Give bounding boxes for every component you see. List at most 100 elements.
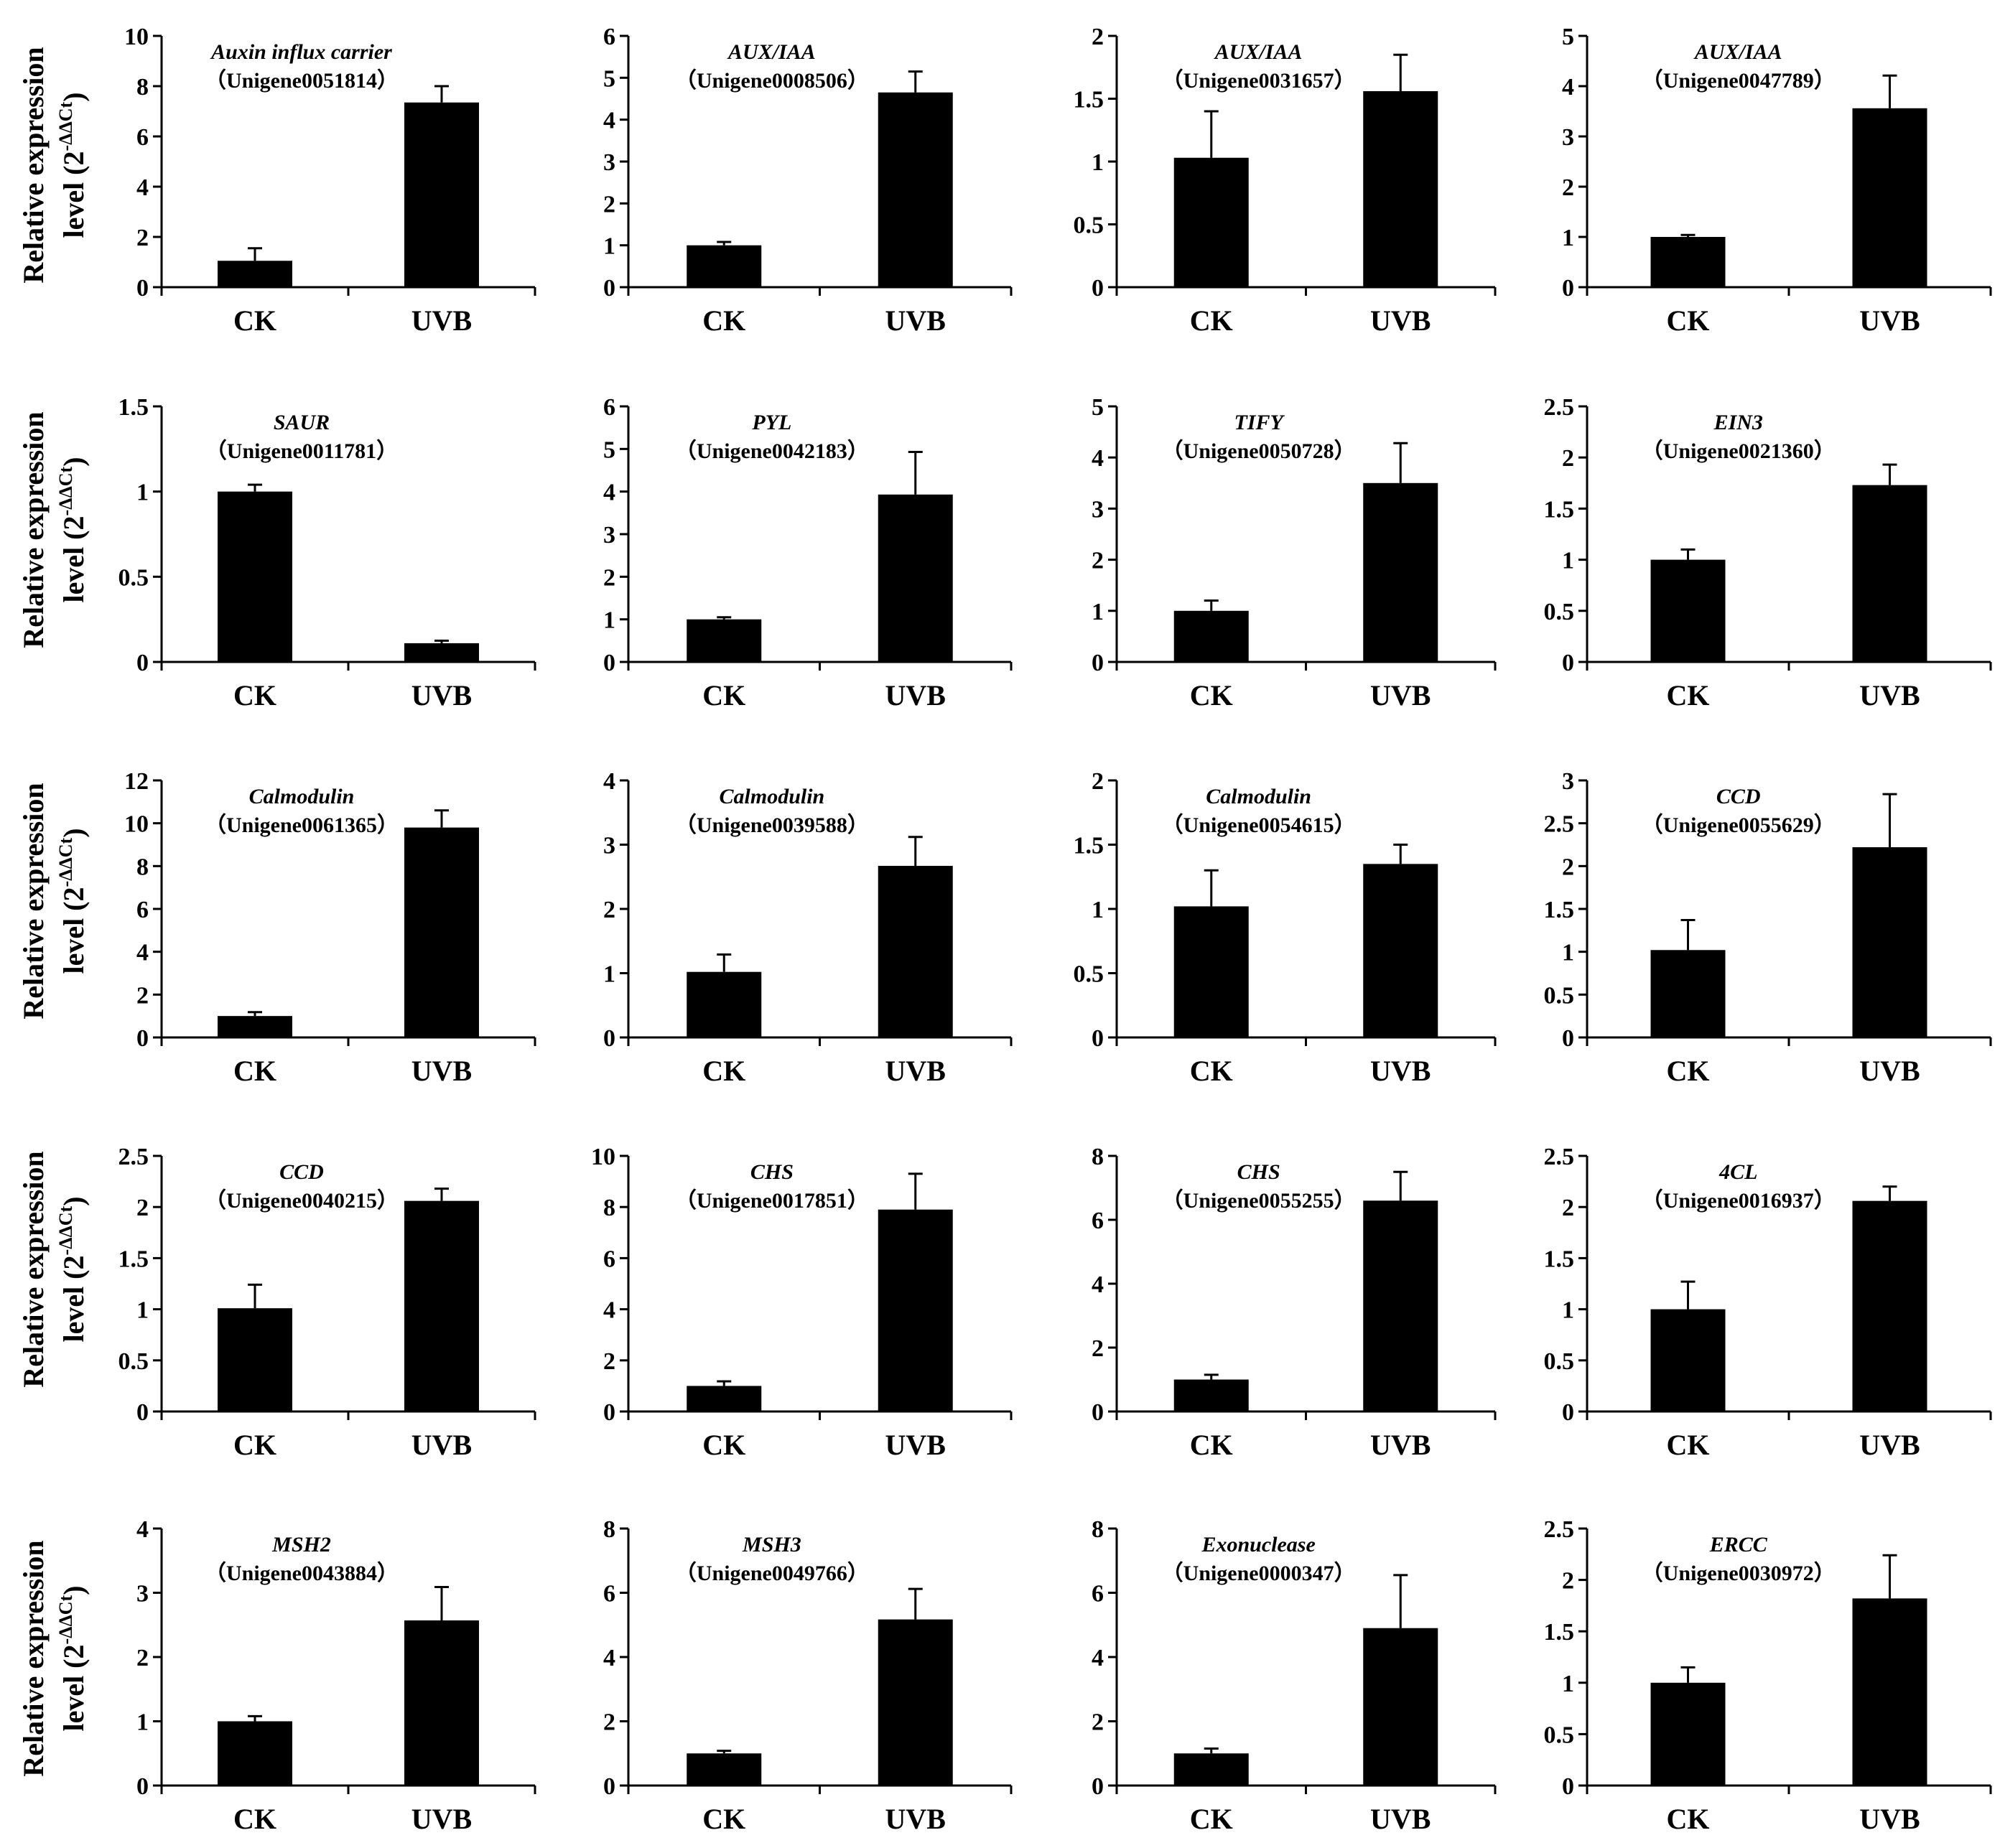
unigene-id-label: （Unigene0017851） <box>675 1188 869 1213</box>
gene-name-label: PYL <box>751 411 791 434</box>
y-tick-label: 1 <box>1562 225 1574 251</box>
bar-ck <box>1173 906 1249 1037</box>
y-tick-label: 0 <box>603 275 615 302</box>
y-tick-label: 1 <box>136 1297 149 1324</box>
chart-panel: 0 0.5 1 1.5 CK UVB SAUR （Unigene0011781） <box>118 394 536 711</box>
chart-panel: 0 0.5 1 1.5 2 2.5 3 CK UVB CCD （Unigene0055629） <box>1544 768 1992 1087</box>
unigene-id-label: （Unigene0047789） <box>1642 68 1836 93</box>
unigene-id-label: （Unigene0016937） <box>1642 1188 1836 1213</box>
bar-uvb <box>878 92 953 287</box>
bar-ck <box>687 971 762 1037</box>
y-tick-label: 4 <box>1562 74 1574 101</box>
chart-panel: 0 1 2 3 4 5 CK UVB AUX/IAA （Unigene0047789） <box>1562 24 1992 337</box>
y-tick-label: 6 <box>1092 1208 1104 1234</box>
ylabel-line2: level (2-ΔΔCt) <box>55 828 90 974</box>
unigene-id-label: （Unigene0042183） <box>675 439 869 463</box>
y-tick-label: 8 <box>136 74 149 101</box>
y-tick-label: 0.5 <box>118 1348 149 1375</box>
unigene-id-label: （Unigene0031657） <box>1162 68 1356 93</box>
y-tick-label: 5 <box>1092 394 1104 421</box>
y-tick-label: 2 <box>603 564 615 591</box>
y-tick-label: 2 <box>603 1348 615 1375</box>
y-tick-label: 2 <box>1092 1709 1104 1736</box>
y-tick-label: 0 <box>136 1773 149 1800</box>
chart-panel: 0 1 2 3 4 5 CK UVB TIFY （Unigene0050728） <box>1092 394 1497 711</box>
y-tick-label: 6 <box>603 24 615 50</box>
chart-panel: 0 0.5 1 1.5 2 2.5 CK UVB 4CL （Unigene0016937） <box>1544 1144 1992 1461</box>
y-tick-label: 1.5 <box>1074 87 1104 113</box>
y-tick-label: 3 <box>603 522 615 549</box>
y-tick-label: 8 <box>603 1516 615 1543</box>
ylabel-row-1: Relative expression level (2-ΔΔCt) <box>17 47 90 283</box>
unigene-id-label: （Unigene0061365） <box>205 813 399 837</box>
bar-uvb <box>404 102 479 287</box>
x-category-label: UVB <box>885 1429 946 1461</box>
bar-uvb <box>1363 864 1438 1037</box>
unigene-id-label: （Unigene0055255） <box>1162 1188 1356 1213</box>
bar-uvb <box>1852 108 1927 287</box>
bar-uvb <box>1852 847 1927 1037</box>
y-tick-label: 3 <box>136 1581 149 1607</box>
y-tick-label: 1.5 <box>118 394 149 421</box>
unigene-id-label: （Unigene0040215） <box>205 1188 399 1213</box>
bar-ck <box>218 261 292 287</box>
y-tick-label: 2 <box>136 225 149 251</box>
bar-ck <box>687 245 762 287</box>
y-tick-label: 1 <box>603 233 615 260</box>
y-tick-label: 3 <box>1562 768 1574 795</box>
y-tick-label: 0 <box>136 275 149 302</box>
gene-name-label: CHS <box>750 1160 794 1184</box>
chart-panel: 0 2 4 6 8 10 12 CK UVB Calmodulin （Unigene0061365） <box>124 768 536 1087</box>
y-tick-label: 0 <box>1562 275 1574 302</box>
x-category-label: CK <box>702 679 745 711</box>
gene-name-label: CHS <box>1237 1160 1280 1184</box>
gene-name-label: SAUR <box>274 411 330 434</box>
unigene-id-label: （Unigene0039588） <box>675 813 869 837</box>
y-tick-label: 4 <box>603 108 615 134</box>
bar-ck <box>687 619 762 662</box>
y-tick-label: 4 <box>1092 1645 1104 1671</box>
x-category-label: CK <box>1190 304 1233 337</box>
y-tick-label: 6 <box>1092 1581 1104 1607</box>
y-tick-label: 2 <box>1562 854 1574 880</box>
x-category-label: UVB <box>411 1803 472 1835</box>
chart-panel: 0 1 2 3 4 5 6 CK UVB AUX/IAA （Unigene0008506） <box>603 24 1013 337</box>
y-tick-label: 0.5 <box>118 564 149 591</box>
y-tick-label: 4 <box>136 174 149 201</box>
y-tick-label: 4 <box>603 1297 615 1324</box>
y-tick-label: 2 <box>136 982 149 1009</box>
y-tick-label: 2 <box>1092 1335 1104 1362</box>
y-tick-label: 2 <box>1562 1195 1574 1221</box>
y-tick-label: 0 <box>136 650 149 676</box>
gene-name-label: AUX/IAA <box>727 40 816 64</box>
y-tick-label: 12 <box>124 768 149 795</box>
x-category-label: UVB <box>885 1055 946 1087</box>
x-category-label: CK <box>702 1803 745 1835</box>
ylabel-line2: level (2-ΔΔCt) <box>55 1585 90 1731</box>
y-tick-label: 2 <box>1092 548 1104 574</box>
y-tick-label: 10 <box>124 811 149 838</box>
y-tick-label: 1 <box>1092 149 1104 176</box>
bar-uvb <box>878 494 953 662</box>
y-tick-label: 2 <box>1092 24 1104 50</box>
x-category-label: UVB <box>885 1803 946 1835</box>
ylabel-row-4: Relative expression level (2-ΔΔCt) <box>17 1151 90 1387</box>
chart-panel: 0 1 2 3 4 5 6 CK UVB PYL （Unigene0042183） <box>603 394 1013 711</box>
bar-ck <box>218 1721 292 1786</box>
x-category-label: UVB <box>885 679 946 711</box>
x-category-label: CK <box>1667 1429 1710 1461</box>
y-tick-label: 8 <box>603 1195 615 1221</box>
y-tick-label: 1 <box>603 961 615 988</box>
bar-ck <box>1173 1379 1249 1411</box>
x-category-label: CK <box>1667 1803 1710 1835</box>
y-tick-label: 0 <box>136 1025 149 1052</box>
chart-panel: 0 2 4 6 8 10 CK UVB Auxin influx carrier （Unigene… <box>124 24 536 337</box>
bar-uvb <box>404 1620 479 1786</box>
y-tick-label: 3 <box>1562 124 1574 151</box>
y-tick-label: 4 <box>603 1645 615 1671</box>
y-tick-label: 0 <box>603 650 615 676</box>
x-category-label: UVB <box>1370 679 1431 711</box>
x-category-label: CK <box>702 1429 745 1461</box>
